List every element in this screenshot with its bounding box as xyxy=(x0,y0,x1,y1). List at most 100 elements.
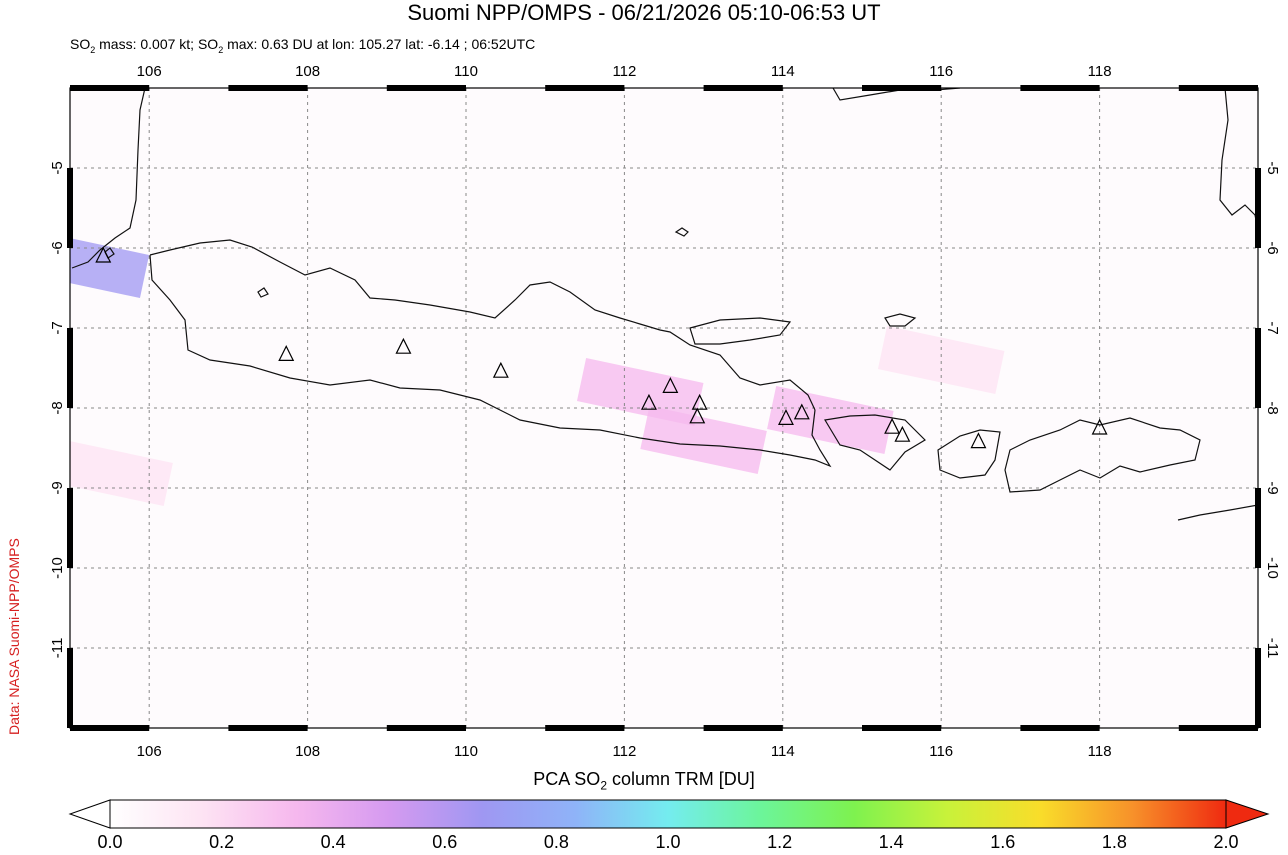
longitude-tick-label-bottom: 116 xyxy=(929,743,953,760)
latitude-tick-label-right: -5 xyxy=(1264,161,1281,174)
sumbawa-coast xyxy=(1004,417,1201,493)
so2-patch xyxy=(70,438,173,506)
colorbar-tick-label: 0.2 xyxy=(209,832,235,852)
frame-segment xyxy=(67,168,73,248)
so2-patch xyxy=(767,386,894,454)
frame-segment xyxy=(1178,725,1258,731)
volcano-marker xyxy=(894,425,911,442)
kangean-island xyxy=(884,313,917,327)
latitude-tick-label-left: -8 xyxy=(49,401,66,414)
frame-segment xyxy=(228,725,308,731)
longitude-tick-label-top: 114 xyxy=(771,63,795,80)
colorbar-tick-label: 1.6 xyxy=(990,832,1016,852)
so2-patch xyxy=(877,326,1005,394)
colorbar xyxy=(68,799,1270,829)
coastline-layer xyxy=(71,88,1258,521)
colorbar-min-arrow xyxy=(68,799,111,829)
volcano-marker xyxy=(492,361,509,378)
islet-ps xyxy=(257,287,269,298)
longitude-tick-label-top: 106 xyxy=(137,63,162,80)
colorbar-label: PCA SO2 column TRM [DU] xyxy=(533,769,755,793)
frame-alternating-border xyxy=(67,85,1261,731)
longitude-tick-label-top: 116 xyxy=(929,63,953,80)
sumba-coast xyxy=(1177,504,1258,521)
colorbar-tick-label: 1.4 xyxy=(878,832,904,852)
longitude-tick-label-top: 110 xyxy=(454,63,478,80)
latitude-tick-label-left: -5 xyxy=(49,161,66,174)
java-north-coast xyxy=(149,239,816,411)
colorbar-tick-label: 1.8 xyxy=(1101,832,1127,852)
colorbar-body xyxy=(109,799,1227,829)
longitude-tick-label-top: 112 xyxy=(612,63,636,80)
karimunjawa-islet xyxy=(674,227,689,237)
latitude-tick-label-right: -9 xyxy=(1264,481,1281,494)
frame-segment xyxy=(386,725,466,731)
frame-segment xyxy=(1178,85,1258,91)
so2-patch xyxy=(640,406,767,474)
volcano-marker xyxy=(689,407,706,424)
volcano-marker xyxy=(95,246,112,263)
volcano-marker xyxy=(1091,418,1108,435)
frame-segment xyxy=(1255,168,1261,248)
frame-segment xyxy=(67,328,73,408)
latitude-tick-label-right: -11 xyxy=(1264,638,1281,659)
colorbar-tick-label: 0.8 xyxy=(543,832,569,852)
longitude-tick-label-bottom: 112 xyxy=(612,743,636,760)
frame-segment xyxy=(862,85,942,91)
frame-segment xyxy=(1020,85,1100,91)
plot-title: Suomi NPP/OMPS - 06/21/2026 05:10-06:53 … xyxy=(407,0,881,25)
volcano-marker xyxy=(395,337,412,354)
frame-segment xyxy=(67,488,73,568)
latitude-tick-label-right: -6 xyxy=(1264,241,1281,254)
longitude-tick-label-bottom: 114 xyxy=(771,743,795,760)
volcano-marker xyxy=(970,432,987,449)
frame-segment xyxy=(703,85,783,91)
lombok-coast xyxy=(937,429,1001,479)
frame-segment xyxy=(703,725,783,731)
sulawesi-coast xyxy=(1219,88,1258,231)
frame-segment xyxy=(1255,328,1261,408)
frame-segment xyxy=(228,85,308,91)
volcano-marker xyxy=(662,377,679,393)
longitude-tick-label-bottom: 106 xyxy=(137,743,162,760)
volcano-marker xyxy=(793,403,810,420)
longitude-tick-label-bottom: 108 xyxy=(295,743,320,760)
longitude-tick-label-top: 108 xyxy=(295,63,320,80)
frame-segment xyxy=(67,648,73,728)
bali-coast xyxy=(824,414,926,471)
latitude-tick-label-left: -10 xyxy=(49,557,66,579)
latitude-tick-label-left: -9 xyxy=(49,481,66,494)
frame-segment xyxy=(1020,725,1100,731)
latitude-tick-label-right: -7 xyxy=(1264,321,1281,334)
volcano-marker xyxy=(884,417,901,434)
frame-segment xyxy=(70,85,150,91)
so2-pixel-layer xyxy=(70,230,1005,506)
frame-segment xyxy=(386,85,466,91)
colorbar-tick-label: 0.6 xyxy=(432,832,458,852)
frame-segment xyxy=(1255,648,1261,728)
so2-patch xyxy=(70,230,150,298)
volcano-marker xyxy=(777,409,794,425)
volcano-marker xyxy=(278,345,295,361)
longitude-tick-label-top: 118 xyxy=(1088,63,1112,80)
madura-coast xyxy=(689,317,792,345)
frame-segment xyxy=(545,85,625,91)
latitude-tick-label-left: -11 xyxy=(49,638,66,659)
colorbar-max-arrow xyxy=(1225,799,1270,829)
longitude-tick-label-bottom: 118 xyxy=(1088,743,1112,760)
latitude-tick-label-left: -6 xyxy=(49,241,66,254)
frame-segment xyxy=(862,725,942,731)
latitude-tick-label-left: -7 xyxy=(49,321,66,334)
graticule xyxy=(70,88,1258,728)
colorbar-tick-label: 1.2 xyxy=(767,832,793,852)
colorbar-tick-label: 0.0 xyxy=(97,832,123,852)
so2-patch xyxy=(576,358,704,426)
frame-segment xyxy=(1255,488,1261,568)
volcano-marker xyxy=(691,393,708,410)
frame-segment xyxy=(545,725,625,731)
latitude-tick-label-right: -8 xyxy=(1264,401,1281,414)
colorbar-tick-label: 0.4 xyxy=(320,832,346,852)
latitude-tick-label-right: -10 xyxy=(1264,557,1281,579)
java-south-coast xyxy=(149,254,832,468)
